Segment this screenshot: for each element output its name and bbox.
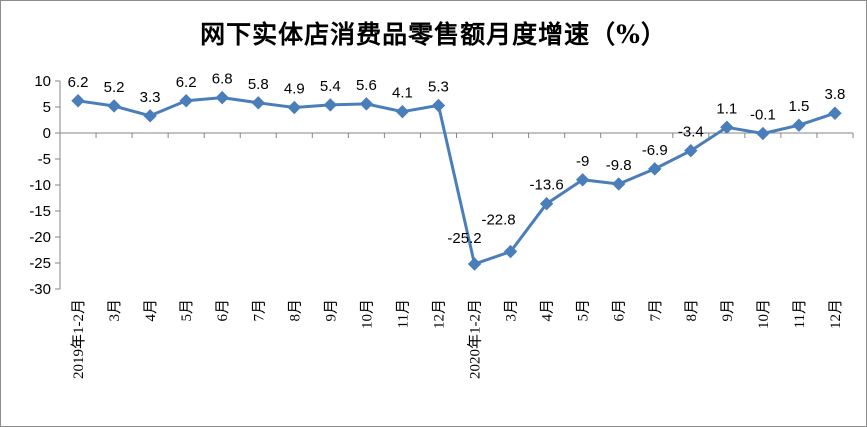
x-tick-label: 8月 [287, 299, 303, 322]
data-label: 1.5 [789, 98, 810, 115]
data-point-marker [720, 120, 734, 134]
data-point-marker [575, 173, 590, 187]
chart-title: 网下实体店消费品零售额月度增速（%） [200, 20, 667, 49]
y-tick-label: -20 [29, 229, 51, 246]
y-tick-label: -10 [29, 177, 51, 194]
x-tick-label: 2019年1-2月 [70, 299, 87, 379]
series-line [77, 96, 836, 266]
data-label: 5.6 [356, 77, 377, 94]
x-tick-label: 6月 [215, 299, 231, 322]
y-tick-label: 5 [43, 99, 51, 116]
data-label: -0.1 [750, 107, 776, 124]
data-label: -13.6 [530, 177, 564, 194]
y-tick-label: 0 [43, 125, 51, 142]
data-point-marker [179, 94, 193, 108]
data-label: -22.8 [481, 212, 515, 229]
x-tick-label: 5月 [576, 299, 592, 322]
data-label: 3.8 [825, 86, 846, 103]
x-tick-label: 4月 [143, 299, 159, 322]
x-tick-label: 4月 [540, 299, 556, 322]
data-point-marker [467, 257, 482, 271]
data-label: 5.4 [320, 78, 341, 95]
data-point-marker [503, 244, 518, 259]
y-tick-label: 10 [34, 73, 51, 90]
y-tick-label: -5 [38, 151, 51, 168]
data-point-marker [323, 98, 338, 112]
data-point-marker [215, 90, 229, 105]
data-point-marker [648, 162, 662, 176]
x-tick-label: 12月 [431, 299, 447, 329]
data-point-marker [539, 197, 554, 211]
x-tick-label: 10月 [756, 299, 772, 329]
x-tick-label: 12月 [828, 299, 844, 329]
y-tick-label: -25 [29, 255, 51, 272]
y-tick-label: -15 [29, 203, 51, 220]
data-label: -9.8 [606, 157, 632, 174]
data-label: 5.2 [104, 79, 125, 96]
x-tick-label: 6月 [612, 299, 628, 322]
data-point-marker [251, 96, 265, 110]
data-label: 4.9 [284, 81, 305, 98]
x-tick-label: 10月 [359, 299, 375, 329]
data-label: 1.1 [716, 100, 737, 117]
data-label: 5.3 [428, 78, 449, 95]
data-label: -9 [576, 153, 589, 170]
data-label: -3.4 [678, 124, 704, 141]
data-point-marker [71, 94, 85, 108]
data-label: 5.8 [248, 76, 269, 93]
y-tick-label: -30 [29, 281, 51, 298]
data-point-marker [684, 143, 698, 158]
data-point-marker [431, 98, 446, 113]
data-point-marker [143, 109, 157, 123]
data-label: 6.2 [176, 74, 197, 91]
data-label: 6.8 [212, 71, 233, 88]
data-point-marker [828, 106, 842, 120]
x-tick-label: 9月 [323, 299, 339, 322]
data-point-marker [359, 97, 374, 111]
data-point-marker [287, 100, 302, 115]
data-label: 6.2 [68, 74, 89, 91]
x-tick-label: 9月 [720, 299, 736, 322]
x-tick-label: 3月 [107, 299, 123, 322]
x-tick-label: 5月 [179, 299, 195, 322]
x-tick-label: 7月 [648, 299, 664, 322]
data-label: 4.1 [392, 85, 413, 102]
x-tick-label: 11月 [792, 299, 808, 328]
x-tick-label: 7月 [251, 299, 267, 322]
data-point-marker [107, 99, 121, 113]
data-label: -25.2 [447, 230, 481, 247]
data-label: 3.3 [140, 89, 161, 106]
x-tick-label: 11月 [395, 299, 411, 328]
data-point-marker [792, 118, 806, 132]
data-label: -6.9 [642, 142, 668, 159]
x-tick-label: 2020年1-2月 [467, 299, 484, 379]
data-point-marker [611, 177, 626, 191]
x-tick-label: 8月 [684, 299, 700, 322]
data-point-marker [395, 104, 410, 119]
x-tick-label: 3月 [504, 299, 520, 322]
data-point-marker [756, 126, 770, 141]
